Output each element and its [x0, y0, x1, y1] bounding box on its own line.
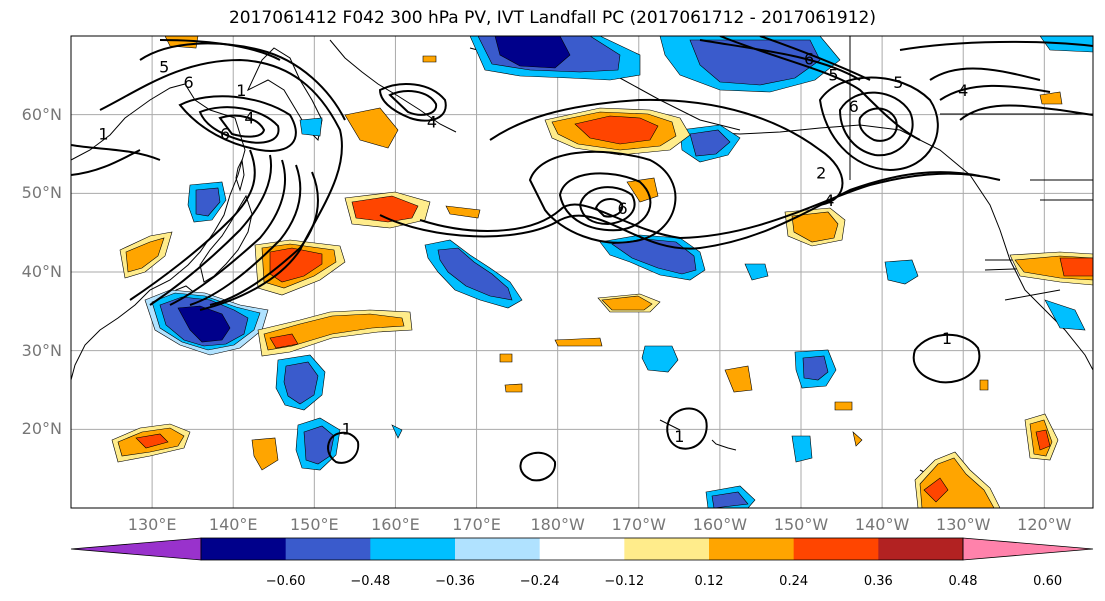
contour-label: 6	[849, 97, 859, 116]
colorbar-bin	[709, 538, 795, 560]
lat-tick-label: 40°N	[21, 262, 62, 281]
colorbar-bin	[793, 538, 879, 560]
contour-label: 4	[244, 109, 254, 128]
lon-tick-label: 130°W	[936, 515, 991, 534]
lon-tick-label: 140°W	[854, 515, 910, 534]
ivt-fill-layer	[111, 36, 1093, 508]
lon-tick-label: 170°E	[452, 515, 501, 534]
contour-label: 5	[159, 57, 169, 76]
colorbar-tick-label: −0.36	[435, 574, 475, 589]
colorbar-tick-label: −0.60	[265, 574, 306, 589]
colorbar-bin	[878, 538, 964, 560]
colorbar-bin	[624, 538, 710, 560]
contour-label: 2	[816, 164, 826, 183]
colorbar-tick-label: −0.12	[604, 574, 645, 589]
contour-label: 1	[674, 427, 684, 446]
contour-label: 4	[427, 113, 437, 132]
contour-label: 4	[824, 191, 834, 210]
colorbar	[70, 537, 1094, 561]
contour-label: 1	[342, 419, 352, 438]
lon-tick-label: 120°W	[1017, 515, 1072, 534]
contour-label: 6	[184, 73, 194, 92]
contour-label: 4	[958, 81, 968, 100]
colorbar-bin	[285, 538, 371, 560]
contour-label: 1	[98, 124, 108, 143]
pv-contours	[71, 36, 1093, 482]
lon-tick-label: 160°W	[692, 515, 748, 534]
lon-tick-label: 130°E	[127, 515, 177, 534]
colorbar-bin	[539, 538, 625, 560]
lat-tick-label: 20°N	[21, 419, 62, 439]
colorbar-frame	[200, 537, 964, 561]
lon-tick-label: 160°E	[371, 515, 420, 534]
colorbar-tick-label: 0.12	[694, 574, 724, 589]
lat-tick-label: 30°N	[21, 340, 62, 360]
contour-label: 1	[942, 329, 952, 348]
colorbar-bin	[455, 538, 541, 560]
contour-label: 6	[804, 50, 814, 69]
colorbar-tick-label: 0.24	[779, 574, 809, 589]
map-title: 2017061412 F042 300 hPa PV, IVT Landfall…	[228, 8, 876, 28]
contour-label: 5	[828, 65, 838, 84]
lon-tick-label: 140°E	[208, 515, 258, 534]
colorbar-tick-label: −0.24	[519, 574, 560, 589]
colorbar-bin	[370, 538, 456, 560]
contour-label: 6	[617, 199, 627, 218]
colorbar-tick-label: 0.36	[863, 574, 893, 589]
colorbar-bin	[201, 538, 287, 560]
colorbar-tick-label: 0.48	[948, 574, 978, 589]
lon-tick-label: 170°W	[611, 515, 666, 534]
lon-tick-label: 150°E	[290, 515, 339, 534]
lon-tick-label: 150°W	[773, 515, 829, 534]
colorbar-extend-high	[962, 537, 1094, 561]
contour-label: 1	[236, 81, 246, 100]
contour-label: 6	[220, 124, 230, 143]
colorbar-tick-label: 0.60	[1033, 574, 1063, 589]
lon-tick-label: 180°W	[530, 515, 585, 534]
contour-label: 5	[893, 73, 903, 92]
colorbar-extend-low	[70, 537, 202, 561]
map-frame	[70, 35, 1094, 509]
lat-tick-label: 50°N	[21, 183, 62, 203]
colorbar-tick-label: −0.48	[350, 574, 391, 589]
lat-tick-label: 60°N	[21, 104, 62, 124]
